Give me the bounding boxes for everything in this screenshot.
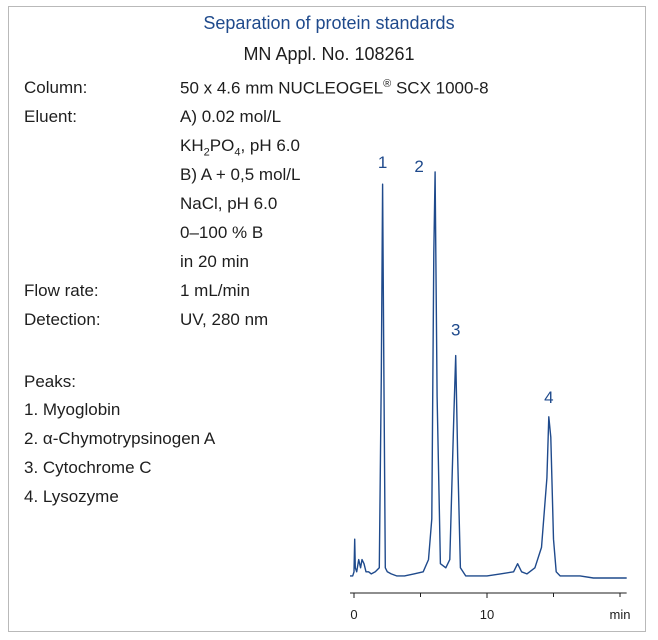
peak-label: 1	[378, 153, 387, 172]
figure-frame	[8, 6, 646, 632]
flow-value: 1 mL/min	[180, 281, 250, 300]
formula-subscript: 4	[234, 146, 241, 159]
detection-value: UV, 280 nm	[180, 310, 269, 329]
column-value-model: SCX 1000-8	[391, 78, 489, 98]
peak-list-item: 1. Myoglobin	[24, 400, 121, 419]
x-tick-label: 10	[480, 607, 494, 622]
eluent-b-buffer: NaCl, pH 6.0	[180, 194, 278, 213]
column-label: Column:	[24, 78, 88, 97]
eluent-a-buffer: KH2PO4, pH 6.0	[180, 136, 300, 158]
peak-label: 3	[451, 321, 460, 340]
gradient-time: in 20 min	[180, 252, 249, 271]
peak-label: 2	[414, 157, 423, 176]
chromatogram-trace	[350, 171, 627, 579]
detection-label: Detection:	[24, 310, 101, 329]
formula-part: , pH 6.0	[240, 136, 300, 155]
formula-subscript: 2	[203, 146, 210, 159]
flow-label: Flow rate:	[24, 281, 99, 300]
eluent-label: Eluent:	[24, 107, 77, 126]
column-value-main: 50 x 4.6 mm NUCLEOGEL	[180, 78, 384, 98]
column-value: 50 x 4.6 mm NUCLEOGEL® SCX 1000-8	[180, 78, 489, 99]
peak-list-item: 4. Lysozyme	[24, 487, 119, 506]
formula-part: KH	[180, 136, 204, 155]
eluent-b: B) A + 0,5 mol/L	[180, 165, 301, 184]
x-axis-unit: min	[610, 607, 631, 622]
peaks-title: Peaks:	[24, 372, 76, 391]
formula-part: PO	[209, 136, 235, 155]
figure-title: Separation of protein standards	[203, 13, 455, 33]
registered-mark: ®	[383, 78, 392, 90]
peak-labels: 1 2 3 4	[378, 153, 554, 407]
peak-label: 4	[544, 388, 553, 407]
peak-list-item: 2. α-Chymotrypsinogen A	[24, 429, 216, 448]
x-tick-label: 0	[350, 607, 357, 622]
peak-list: 1. Myoglobin 2. α-Chymotrypsinogen A 3. …	[24, 400, 215, 516]
application-number: MN Appl. No. 108261	[243, 44, 415, 64]
x-axis-ticks: 0 10 min	[350, 593, 630, 622]
peak-list-item: 3. Cytochrome C	[24, 458, 152, 477]
gradient-value: 0–100 % B	[180, 223, 264, 242]
eluent-a: A) 0.02 mol/L	[180, 107, 282, 126]
